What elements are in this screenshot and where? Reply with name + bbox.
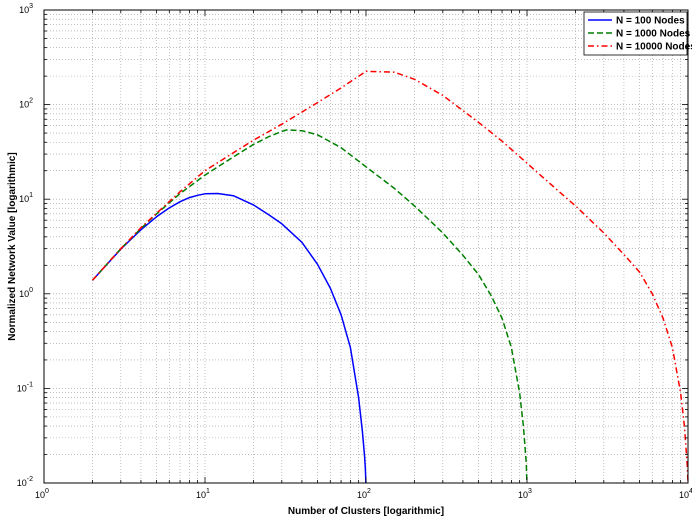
y-tick-label: 10-2	[17, 476, 33, 488]
legend: N = 100 Nodes N = 1000 Nodes N = 10000 Nod…	[583, 11, 692, 56]
series-layer	[91, 70, 689, 484]
ticks	[43, 10, 688, 484]
y-tick-label: 100	[19, 287, 33, 299]
y-tick-label: 10-1	[17, 381, 33, 393]
x-tick-label: 101	[196, 488, 210, 500]
legend-label: N = 100 Nodes	[616, 16, 685, 27]
series-line-3	[91, 70, 689, 484]
legend-label: N = 1000 Nodes	[616, 29, 691, 40]
series-line-2	[91, 129, 528, 484]
y-tick-label: 103	[19, 3, 33, 15]
series-line-1	[91, 192, 367, 484]
x-tick-label: 104	[679, 488, 692, 500]
y-axis-label: Normalized Network Value [logarithmic]	[7, 152, 18, 340]
x-tick-label: 102	[357, 488, 371, 500]
legend-label: N = 10000 Nodes	[616, 42, 692, 53]
x-axis-label: Number of Clusters [logarithmic]	[288, 506, 444, 517]
y-tick-label: 102	[19, 98, 33, 110]
x-tick-label: 103	[518, 488, 532, 500]
y-tick-label: 101	[19, 192, 33, 204]
x-tick-label: 100	[35, 488, 49, 500]
tick-labels: 100 101 102 103 104 10-2 10-1 100 101 102 103	[17, 3, 692, 500]
grid	[43, 10, 688, 484]
